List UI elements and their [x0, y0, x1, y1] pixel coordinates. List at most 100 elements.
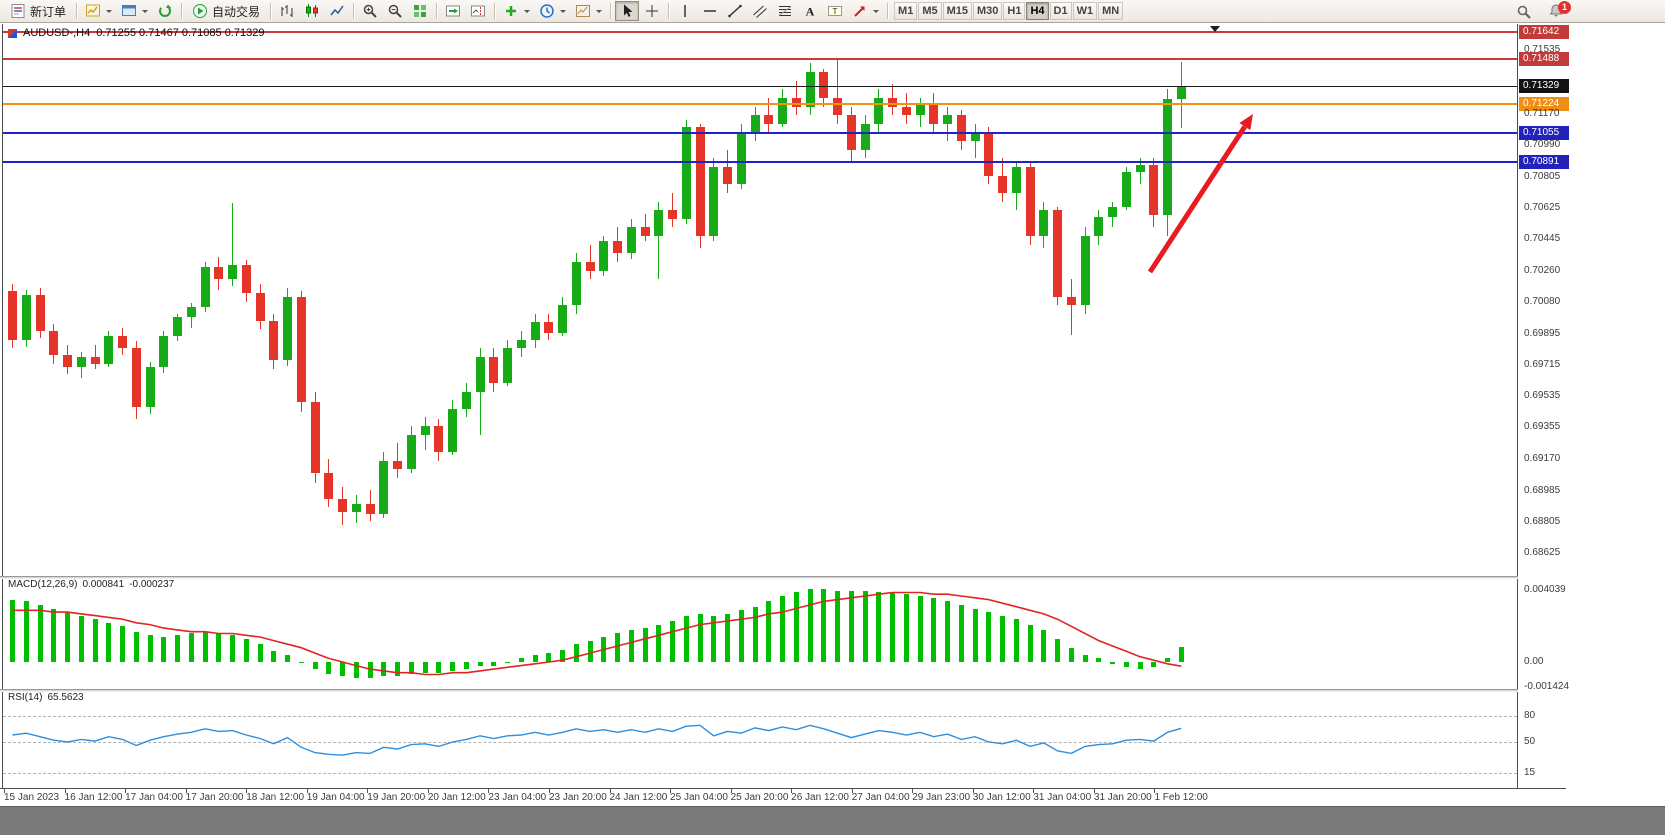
candle-wick-up: [1098, 210, 1100, 245]
macd-histogram-bar: [1110, 662, 1115, 664]
candle-down: [585, 262, 595, 271]
macd-histogram-bar: [395, 662, 400, 677]
candle-down: [640, 227, 650, 237]
text-button[interactable]: A: [798, 1, 822, 21]
rsi-value: 65.5623: [47, 692, 84, 703]
rsi-indicator-label: RSI(14) 65.5623: [8, 692, 89, 703]
macd-histogram-bar: [862, 590, 868, 662]
candle-up: [420, 426, 430, 435]
panel-splitter-rsi[interactable]: [0, 689, 1518, 692]
text-label-button[interactable]: T: [823, 1, 847, 21]
autotrading-button[interactable]: 自动交易: [186, 1, 266, 21]
timeframe-m30[interactable]: M30: [973, 2, 1003, 20]
cursor-button[interactable]: [615, 1, 640, 21]
support-line-upper[interactable]: [3, 132, 1517, 135]
indicators-button[interactable]: [499, 1, 534, 21]
price-tag: 0.70891: [1519, 154, 1569, 169]
candle-wick-up: [740, 123, 742, 190]
zoom-out-button[interactable]: [383, 1, 407, 21]
price-axis[interactable]: 0.71642 0.71488 0.71329 0.71224 0.71055 0.708…: [1518, 24, 1665, 806]
candle-up: [406, 434, 416, 470]
macd-histogram-bar: [1013, 619, 1019, 662]
timeframe-m1[interactable]: M1: [894, 2, 918, 20]
crosshair-button[interactable]: [640, 1, 664, 21]
candle-up: [860, 123, 870, 150]
candle-wick-down: [493, 348, 495, 392]
profiles-icon: [121, 3, 137, 19]
chart-shift-marker[interactable]: [1210, 26, 1220, 32]
macd-histogram-bar: [807, 588, 813, 662]
trendline-button[interactable]: [723, 1, 747, 21]
channel-button[interactable]: [748, 1, 772, 21]
time-axis-tick: [64, 789, 66, 793]
notifications-button[interactable]: 1: [1544, 1, 1571, 22]
candle-down: [131, 348, 141, 408]
resistance-line-lower[interactable]: [3, 57, 1517, 60]
candle-up: [1039, 210, 1049, 237]
chart-shift-button[interactable]: [466, 1, 490, 21]
auto-scroll-button[interactable]: [441, 1, 465, 21]
trendline-icon: [727, 3, 743, 19]
arrows-button[interactable]: [848, 1, 883, 21]
candle-wick-up: [919, 97, 921, 128]
zoom-in-button[interactable]: [358, 1, 382, 21]
timeframe-d1[interactable]: D1: [1049, 2, 1072, 20]
candlestick-chart-button[interactable]: [300, 1, 324, 21]
time-label: 20 Jan 12:00: [427, 792, 486, 803]
macd-histogram-bar: [477, 662, 483, 666]
new-order-label: 新订单: [30, 4, 67, 19]
time-label: 31 Jan 20:00: [1093, 792, 1152, 803]
timeframe-mn[interactable]: MN: [1098, 2, 1124, 20]
timeframe-m5[interactable]: M5: [918, 2, 942, 20]
candle-up: [736, 132, 746, 185]
line-chart-button[interactable]: [325, 1, 349, 21]
time-axis[interactable]: 15 Jan 2023 16 Jan 12:00 17 Jan 04:00 17 Ja…: [0, 788, 1566, 807]
candle-wick-up: [479, 348, 481, 435]
candle-wick-up: [424, 417, 426, 451]
candle-wick-up: [452, 400, 453, 456]
macd-histogram-bar: [903, 594, 909, 662]
periods-button[interactable]: [535, 1, 570, 21]
bar-chart-button[interactable]: [275, 1, 299, 21]
vertical-line-icon: [677, 3, 693, 19]
new-order-button[interactable]: 新订单: [4, 1, 72, 21]
timeframe-h1[interactable]: H1: [1003, 2, 1026, 20]
templates-button[interactable]: [571, 1, 606, 21]
breakout-level-line[interactable]: [3, 103, 1517, 106]
macd-histogram-bar: [766, 601, 772, 662]
chart-area[interactable]: AUDUSD-,H4 0.71255 0.71467 0.71085 0.713…: [0, 24, 1665, 807]
timeframe-w1[interactable]: W1: [1072, 2, 1098, 20]
timeframe-h4[interactable]: H4: [1026, 2, 1049, 20]
new-chart-button[interactable]: [81, 1, 116, 21]
macd-axis-label: 0.00: [1524, 656, 1544, 667]
support-line-lower[interactable]: [3, 160, 1517, 163]
macd-histogram-bar: [257, 644, 263, 662]
candle-down: [8, 291, 17, 340]
panel-splitter-macd[interactable]: [0, 576, 1518, 579]
macd-histogram-bar: [491, 662, 497, 666]
current-price-line[interactable]: [3, 85, 1517, 87]
search-button[interactable]: [1512, 2, 1536, 22]
refresh-button[interactable]: [153, 1, 177, 21]
vertical-line-button[interactable]: [673, 1, 697, 21]
horizontal-line-button[interactable]: [698, 1, 722, 21]
macd-histogram-bar: [876, 592, 882, 662]
macd-histogram-bar: [188, 633, 194, 662]
macd-signal-line: [12, 591, 1182, 676]
candle-up: [530, 322, 540, 340]
time-axis-tick: [185, 789, 187, 793]
macd-histogram-bar: [450, 662, 455, 671]
toolbar-separator: [270, 3, 272, 19]
profiles-button[interactable]: [117, 1, 152, 21]
candle-wick-up: [232, 203, 233, 287]
timeframe-m15[interactable]: M15: [942, 2, 972, 20]
fibonacci-button[interactable]: [773, 1, 797, 21]
candle-wick-up: [809, 63, 811, 116]
macd-histogram-bar: [656, 624, 662, 662]
candle-up: [448, 408, 457, 452]
macd-histogram-bar: [945, 601, 950, 662]
candle-wick-down: [135, 341, 137, 420]
tile-windows-button[interactable]: [408, 1, 432, 21]
candle-wick-up: [1139, 158, 1141, 185]
candle-up: [1176, 86, 1186, 99]
